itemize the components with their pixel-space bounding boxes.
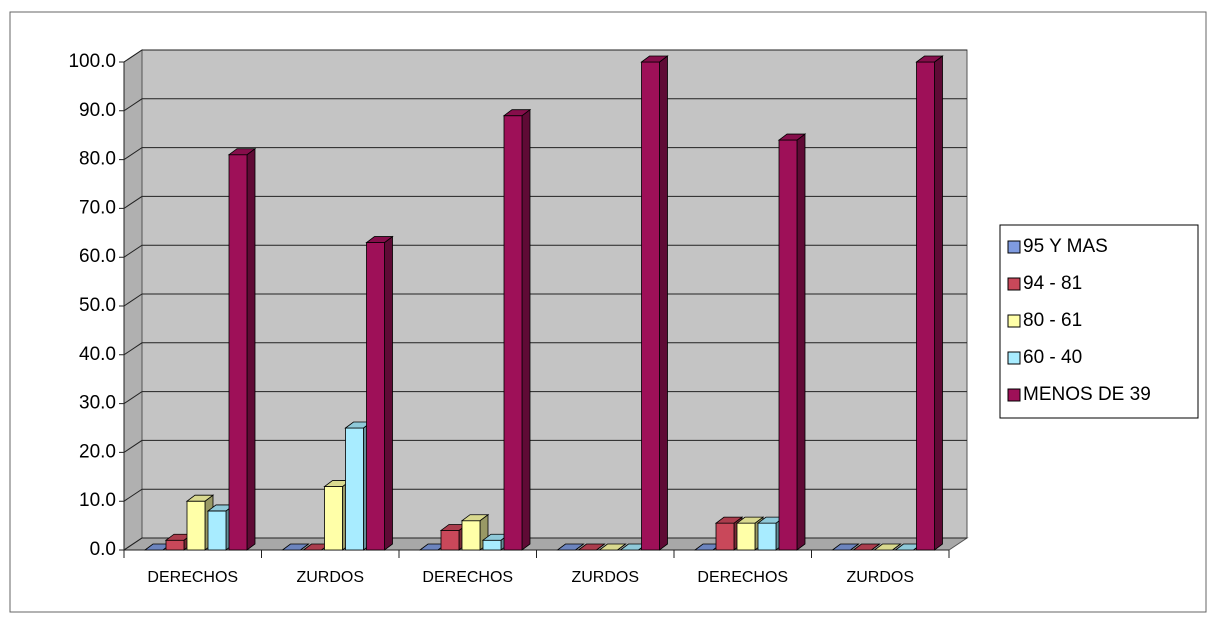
y-tick-label: 60.0 — [79, 246, 116, 267]
bar-side — [796, 133, 806, 551]
bar — [714, 516, 744, 551]
bar-top — [556, 543, 585, 551]
bar-front — [324, 486, 343, 551]
legend-swatch — [1007, 351, 1021, 365]
bar — [915, 55, 944, 551]
grid-line — [119, 195, 967, 209]
legend-label: 80 - 61 — [1023, 310, 1082, 331]
x-tick-label: ZURDOS — [296, 569, 364, 586]
bar-side — [384, 235, 393, 551]
grid-line — [119, 293, 967, 307]
y-tick-label: 90.0 — [79, 100, 116, 121]
bar — [556, 543, 585, 551]
bar-top — [281, 543, 310, 551]
bar-top — [365, 236, 394, 243]
bar-top — [460, 514, 490, 522]
bar-top — [873, 543, 902, 551]
bar-top — [502, 109, 532, 117]
y-tick-label: 10.0 — [79, 490, 116, 511]
bar-top — [777, 133, 807, 141]
x-tick-label: DERECHOS — [697, 569, 788, 586]
bar — [227, 147, 257, 551]
bar-side — [934, 55, 943, 551]
bar — [502, 108, 532, 551]
legend-swatch — [1007, 240, 1021, 254]
grid-line — [119, 537, 967, 551]
legend-box — [999, 224, 1199, 419]
legend-label: 95 Y MAS — [1023, 236, 1108, 257]
grid-line — [119, 49, 967, 63]
bar-top — [735, 516, 765, 524]
bar — [577, 543, 606, 551]
legend-swatch — [1007, 388, 1021, 402]
legend-swatch — [1007, 314, 1021, 328]
bar-front — [165, 539, 185, 551]
bar-top — [227, 148, 257, 156]
x-tick-label: ZURDOS — [846, 569, 914, 586]
bar-front — [715, 522, 735, 551]
bar-side — [246, 147, 256, 551]
y-tick-label: 50.0 — [79, 295, 116, 316]
bar-front — [916, 61, 935, 551]
bar — [281, 543, 310, 551]
bar-front — [228, 154, 248, 551]
y-tick-label: 80.0 — [79, 149, 116, 170]
bar-front — [503, 115, 523, 551]
bar-side — [659, 55, 668, 551]
bar-front — [186, 500, 206, 551]
bar-front — [440, 530, 460, 551]
bar-front — [778, 139, 798, 551]
bar-top — [185, 494, 215, 502]
y-tick-label: 0.0 — [90, 539, 116, 560]
bar-front — [482, 539, 502, 551]
bar — [640, 55, 669, 551]
y-tick-label: 40.0 — [79, 344, 116, 365]
legend-label: 94 - 81 — [1023, 273, 1082, 294]
y-tick-label: 70.0 — [79, 197, 116, 218]
bar-top — [852, 543, 881, 551]
bar-front — [641, 61, 660, 551]
y-tick-label: 30.0 — [79, 393, 116, 414]
bar-front — [366, 242, 385, 551]
bar-front — [736, 522, 756, 551]
grid-line — [119, 244, 967, 258]
x-tick-label: DERECHOS — [422, 569, 513, 586]
bar-side — [521, 108, 531, 551]
grid-line — [119, 342, 967, 356]
legend-label: MENOS DE 39 — [1023, 384, 1151, 405]
legend-swatch — [1007, 277, 1021, 291]
bar-front — [345, 427, 364, 551]
bar-top — [831, 543, 860, 551]
bar-front — [757, 522, 777, 551]
legend-label: 60 - 40 — [1023, 347, 1082, 368]
bar-top — [640, 55, 669, 63]
bar-front — [207, 510, 227, 551]
bar — [831, 543, 860, 551]
grid-line — [119, 488, 967, 502]
bar-top — [577, 543, 606, 551]
grid-line — [119, 147, 967, 161]
y-tick-label: 100.0 — [68, 51, 116, 72]
bar-top — [714, 516, 744, 524]
grid-line — [119, 391, 967, 405]
bar — [852, 543, 881, 551]
bar — [873, 543, 902, 551]
bar — [777, 133, 807, 551]
bar-top — [915, 55, 944, 63]
x-tick-label: DERECHOS — [147, 569, 238, 586]
grid-line — [119, 98, 967, 112]
x-tick-label: ZURDOS — [571, 569, 639, 586]
y-tick-label: 20.0 — [79, 441, 116, 462]
bar-top — [598, 543, 627, 551]
bar — [598, 543, 627, 551]
grid-line — [119, 439, 967, 453]
bar-front — [461, 520, 481, 551]
bar — [365, 235, 394, 551]
